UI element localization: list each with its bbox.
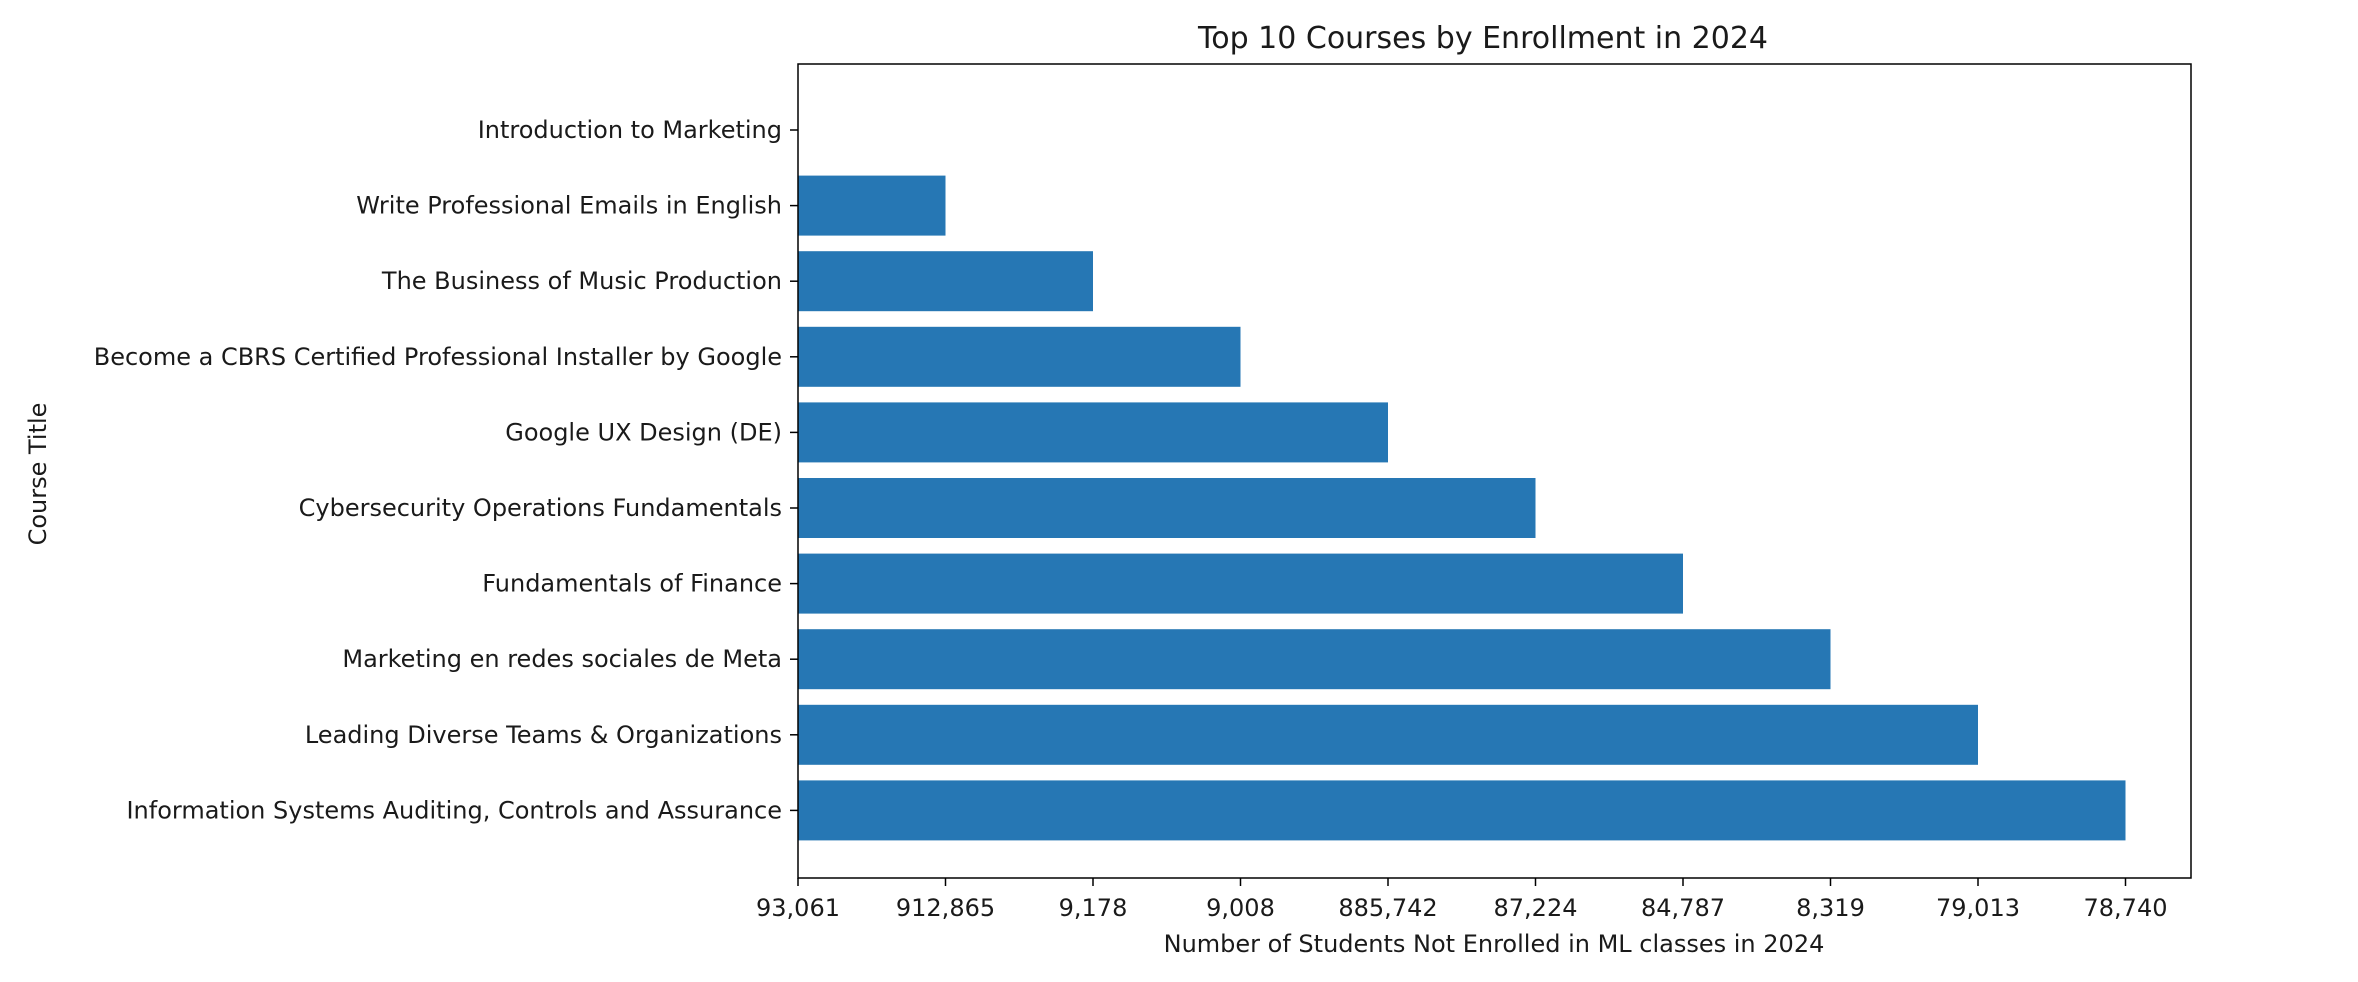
x-tick-label: 78,740: [2084, 894, 2168, 922]
bar-2: [798, 251, 1093, 312]
y-tick-label: Introduction to Marketing: [478, 116, 782, 144]
x-tick-label: 885,742: [1338, 894, 1437, 922]
bar-8: [798, 704, 1978, 765]
y-tick-label: Become a CBRS Certified Professional Ins…: [94, 343, 782, 371]
y-tick-label: The Business of Music Production: [381, 267, 782, 295]
x-axis-label: Number of Students Not Enrolled in ML cl…: [1164, 930, 1825, 958]
bar-1: [798, 175, 946, 236]
bar-7: [798, 629, 1831, 690]
y-tick-label: Fundamentals of Finance: [482, 570, 782, 598]
x-tick-label: 93,061: [756, 894, 840, 922]
x-tick-label: 912,865: [896, 894, 995, 922]
y-tick-label: Marketing en redes sociales de Meta: [342, 645, 782, 673]
x-tick-label: 79,013: [1936, 894, 2020, 922]
bar-9: [798, 780, 2126, 841]
x-tick-label: 9,178: [1059, 894, 1128, 922]
bar-3: [798, 326, 1241, 387]
x-tick-label: 9,008: [1206, 894, 1275, 922]
bar-6: [798, 553, 1683, 614]
x-tick-label: 8,319: [1796, 894, 1865, 922]
bar-4: [798, 402, 1388, 463]
y-tick-label: Write Professional Emails in English: [356, 192, 782, 220]
x-axis-ticks: 93,061 912,865 9,178 9,008 885,742 87,224 84,7…: [756, 878, 2167, 922]
x-tick-label: 84,787: [1641, 894, 1725, 922]
bars-group: [798, 175, 2126, 841]
bar-5: [798, 478, 1536, 538]
chart-title: Top 10 Courses by Enrollment in 2024: [1197, 21, 1768, 56]
y-axis-label: Course Title: [24, 403, 52, 546]
y-tick-label: Information Systems Auditing, Controls a…: [126, 796, 782, 824]
y-tick-label: Google UX Design (DE): [505, 418, 782, 446]
y-tick-label: Cybersecurity Operations Fundamentals: [299, 494, 782, 522]
y-tick-label: Leading Diverse Teams & Organizations: [305, 721, 782, 749]
plot-frame: [797, 63, 2192, 879]
x-tick-label: 87,224: [1494, 894, 1578, 922]
y-axis-ticks: Introduction to Marketing Write Professio…: [94, 116, 798, 824]
